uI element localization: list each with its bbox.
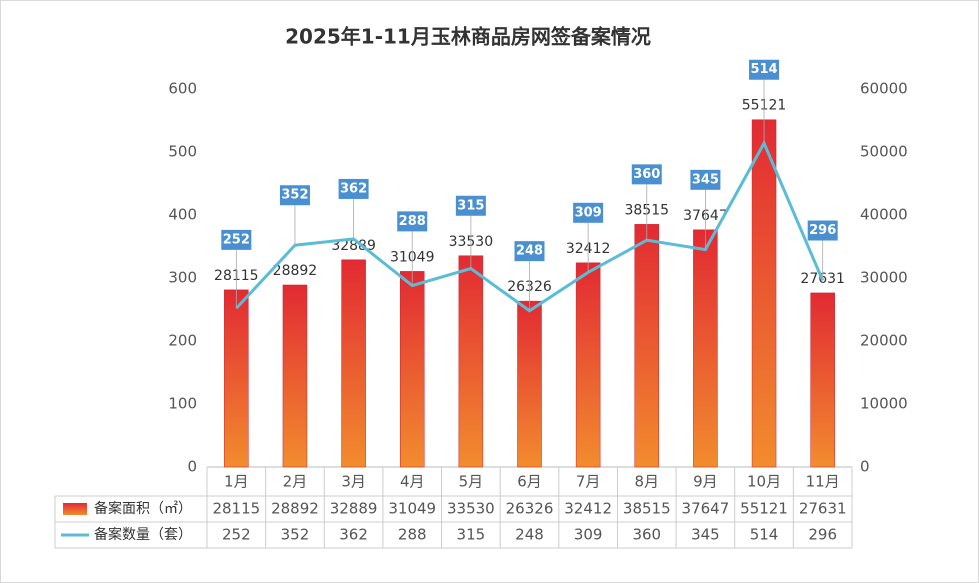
y-tick-label: 0 — [187, 458, 197, 476]
line-value-label: 360 — [633, 167, 660, 182]
table-cell: 33530 — [447, 500, 495, 518]
table-cell: 248 — [515, 526, 544, 544]
x-tick-label: 5月 — [459, 473, 484, 491]
x-tick-label: 2月 — [283, 473, 308, 491]
bar — [810, 292, 835, 468]
line-label-box — [807, 220, 838, 241]
x-tick-label: 9月 — [693, 473, 718, 491]
table-cell: 38515 — [623, 500, 671, 518]
line-value-label: 252 — [223, 232, 250, 247]
line-label-box — [631, 164, 662, 185]
table-cell: 514 — [750, 526, 779, 544]
line-label-box — [455, 195, 486, 216]
line-label-box — [573, 202, 604, 223]
y-tick-label: 200 — [168, 332, 197, 350]
y-tick-label: 600 — [168, 80, 197, 98]
bar — [634, 224, 660, 468]
x-tick-label: 6月 — [517, 473, 542, 491]
x-tick-label: 8月 — [634, 473, 659, 491]
table-cell: 28115 — [212, 500, 260, 518]
y2-tick-label: 30000 — [860, 269, 908, 287]
bar — [751, 119, 777, 468]
bar — [224, 289, 249, 468]
line-value-label: 296 — [809, 223, 836, 238]
table-cell: 55121 — [740, 500, 788, 518]
table-cell: 28892 — [271, 500, 319, 518]
line-value-label: 309 — [575, 205, 602, 220]
table-cell: 37647 — [682, 500, 730, 518]
bar — [341, 259, 366, 468]
legend-label: 备案数量（套） — [94, 526, 192, 543]
table-cell: 27631 — [799, 500, 847, 518]
x-tick-label: 10月 — [747, 473, 781, 491]
line-label-box — [338, 178, 369, 199]
table-cell: 252 — [222, 526, 251, 544]
table-cell: 288 — [398, 526, 427, 544]
bar — [282, 284, 308, 468]
line-value-label: 288 — [399, 214, 426, 229]
bar — [399, 271, 425, 468]
chart-title: 2025年1-11月玉林商品房网签备案情况 — [285, 25, 651, 49]
table-cell: 309 — [574, 526, 603, 544]
table-cell: 345 — [691, 526, 720, 544]
legend-label: 备案面积（㎡） — [94, 500, 192, 517]
y2-tick-label: 20000 — [860, 332, 908, 350]
line-value-label: 362 — [340, 181, 367, 196]
y2-tick-label: 10000 — [860, 395, 908, 413]
bar-value-label: 28892 — [273, 263, 318, 279]
line-value-label: 315 — [457, 198, 484, 213]
y2-tick-label: 50000 — [860, 143, 908, 161]
line-label-box — [690, 169, 721, 190]
line-value-label: 248 — [516, 244, 543, 259]
table-cell: 315 — [457, 526, 486, 544]
table-cell: 32412 — [564, 500, 612, 518]
x-tick-label: 4月 — [400, 473, 425, 491]
x-tick-label: 11月 — [806, 473, 840, 491]
line-value-label: 352 — [281, 188, 308, 203]
y-tick-label: 100 — [168, 395, 197, 413]
x-tick-label: 1月 — [224, 473, 249, 491]
bar — [517, 300, 542, 468]
y-tick-label: 500 — [168, 143, 197, 161]
bar — [458, 255, 484, 468]
line-value-label: 514 — [750, 62, 777, 77]
bar — [575, 262, 601, 468]
bar-value-label: 32889 — [331, 238, 376, 254]
y-tick-label: 300 — [168, 269, 197, 287]
y2-tick-label: 0 — [860, 458, 870, 476]
table-cell: 360 — [632, 526, 661, 544]
table-cell: 32889 — [330, 500, 378, 518]
y-tick-label: 400 — [168, 206, 197, 224]
legend-swatch — [63, 503, 87, 515]
line-label-box — [397, 211, 428, 232]
table-cell: 31049 — [388, 500, 436, 518]
table-cell: 296 — [808, 526, 837, 544]
line-label-box — [221, 229, 252, 250]
line-label-box — [514, 241, 545, 262]
table-cell: 26326 — [506, 500, 554, 518]
x-tick-label: 7月 — [576, 473, 601, 491]
line-label-box — [279, 185, 310, 206]
line-label-box — [749, 59, 780, 80]
table-cell: 362 — [339, 526, 368, 544]
table-cell: 352 — [281, 526, 310, 544]
line-value-label: 345 — [692, 172, 719, 187]
bar — [693, 229, 718, 468]
y2-tick-label: 60000 — [860, 80, 908, 98]
x-tick-label: 3月 — [341, 473, 366, 491]
y2-tick-label: 40000 — [860, 206, 908, 224]
